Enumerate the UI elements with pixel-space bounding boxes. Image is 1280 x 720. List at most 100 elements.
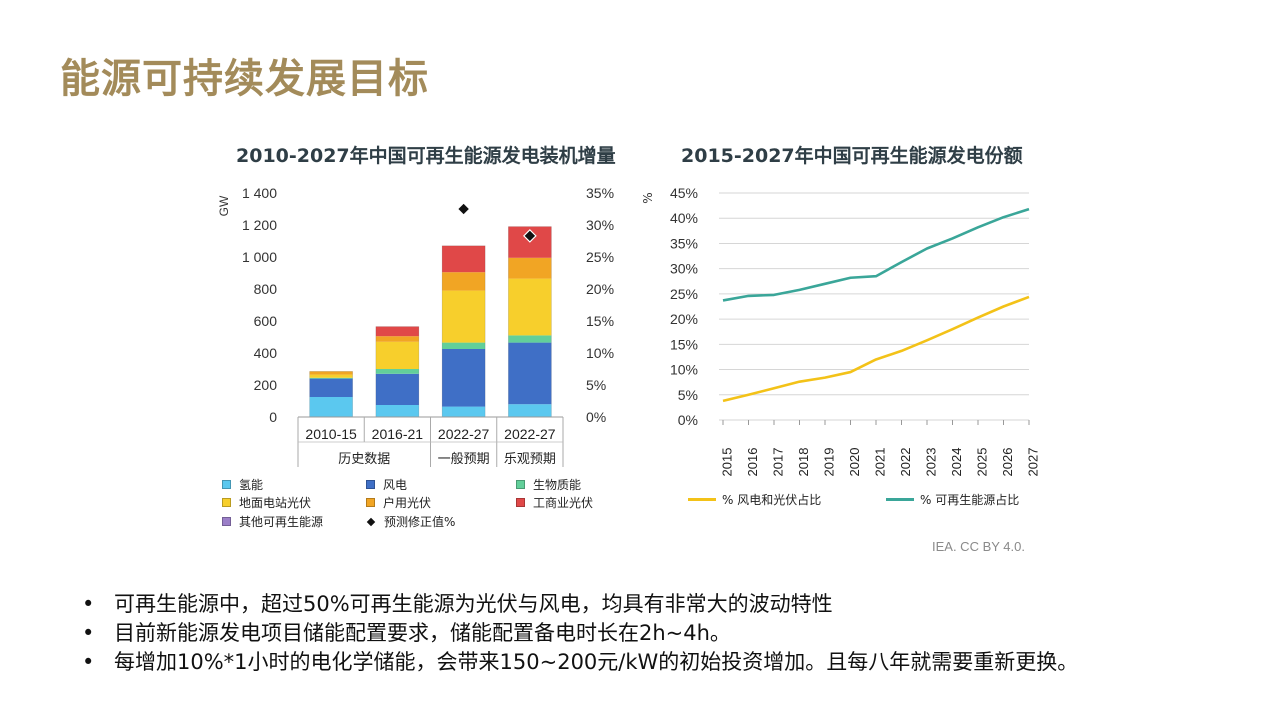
series-line (722, 295, 1030, 403)
x-tick-label: 2022-27 (438, 426, 490, 442)
legend-marker-icon (366, 517, 376, 526)
legend-label: 户用光伏 (383, 496, 432, 510)
x-tick-label: 2016 (745, 448, 760, 476)
bullet-item: 每增加10%*1小时的电化学储能，会带来150~200元/kW的初始投资增加。且… (82, 648, 1078, 677)
legend-item: 生物质能 (516, 476, 581, 493)
bar-segment (442, 406, 486, 417)
page-title: 能源可持续发展目标 (60, 56, 429, 102)
x-tick-label: 2024 (949, 448, 964, 476)
legend-swatch (516, 498, 525, 507)
bar-segment (442, 349, 486, 407)
y-axis-label: % (641, 192, 655, 203)
group-label: 乐观预期 (504, 452, 556, 467)
legend-item: 地面电站光伏 (222, 494, 311, 511)
bar-segment (375, 326, 419, 337)
y-tick-label: 30% (670, 261, 698, 277)
y2-tick-label: 20% (586, 281, 614, 297)
legend-item: 户用光伏 (366, 494, 431, 511)
bar-segment (375, 405, 419, 417)
bullet-list: 可再生能源中，超过50%可再生能源为光伏与风电，均具有非常大的波动特性 目前新能… (82, 590, 1078, 677)
bar-segment (375, 336, 419, 342)
legend-item: 工商业光伏 (516, 494, 593, 511)
y2-tick-label: 30% (586, 217, 614, 233)
forecast-marker (523, 229, 537, 243)
y2-tick-label: 25% (586, 249, 614, 265)
legend-item: % 风电和光伏占比 (688, 491, 821, 508)
bar-segment (442, 290, 486, 343)
legend-item: 其他可再生能源 (222, 513, 323, 530)
bar-chart-title: 2010-2027年中国可再生能源发电装机增量 (236, 145, 616, 167)
bar-segment (442, 245, 486, 273)
legend-item: % 可再生能源占比 (886, 491, 1019, 508)
legend-swatch (222, 498, 231, 507)
bar-segment (309, 371, 353, 375)
y-tick-label: 10% (670, 362, 698, 378)
y-tick-label: 5% (678, 387, 698, 403)
legend-label: 工商业光伏 (533, 496, 594, 510)
group-label: 历史数据 (338, 452, 390, 467)
bar-chart: GW 0 200 400 600 800 1 000 1 200 1 400 0% 5% 10% 15%… (217, 185, 614, 467)
y-tick-label: 0 (269, 409, 277, 425)
y2-tick-label: 35% (586, 185, 614, 201)
bar-segment (508, 342, 552, 405)
y-tick-label: 600 (254, 313, 278, 329)
y-tick-label: 25% (670, 286, 698, 302)
y2-tick-label: 5% (586, 377, 606, 393)
y-tick-label: 0% (678, 412, 698, 428)
bar-segment (375, 373, 419, 405)
legend-line-swatch (886, 498, 914, 501)
y-tick-label: 1 200 (242, 217, 277, 233)
x-tick-label: 2016-21 (372, 426, 424, 442)
line-chart: % 0% 5% 10% 15% 20% 25% 30% 35% 40% 45% 2015 2016 201… (641, 185, 1040, 476)
y-tick-label: 15% (670, 336, 698, 352)
series-line (722, 207, 1030, 302)
legend-label: 风电 (383, 478, 408, 492)
legend-label: 预测修正值% (384, 515, 456, 529)
y-tick-label: 1 400 (242, 185, 277, 201)
y-axis-label: GW (217, 195, 231, 216)
legend-swatch (516, 480, 525, 489)
x-tick-label: 2020 (847, 448, 862, 476)
bar-segment (375, 369, 419, 374)
legend-label: 地面电站光伏 (239, 496, 312, 510)
bar-segment (309, 374, 353, 378)
x-tick-label: 2018 (796, 448, 811, 476)
x-tick-label: 2019 (821, 448, 836, 476)
legend-line-swatch (688, 498, 716, 501)
bar-segment (508, 404, 552, 417)
legend-swatch (366, 498, 375, 507)
line-chart-title: 2015-2027年中国可再生能源发电份额 (681, 145, 1023, 167)
legend-item: 风电 (366, 476, 407, 493)
x-tick-label: 2015 (719, 448, 734, 476)
y-tick-label: 400 (254, 345, 278, 361)
legend-label: 氢能 (239, 478, 264, 492)
y2-tick-label: 10% (586, 345, 614, 361)
bar-segment (309, 377, 353, 379)
x-tick-label: 2022 (898, 448, 913, 476)
bar-segment (375, 341, 419, 369)
x-tick-label: 2027 (1025, 448, 1040, 476)
bar-segment (508, 335, 552, 343)
y-tick-label: 20% (670, 311, 698, 327)
forecast-marker (456, 202, 471, 216)
bar-segment (508, 257, 552, 279)
legend-item: 预测修正值% (366, 513, 455, 530)
legend-label: % 可再生能源占比 (920, 493, 1020, 507)
x-tick-label: 2021 (872, 448, 887, 476)
y-tick-label: 45% (670, 185, 698, 201)
bar-segment (508, 278, 552, 336)
y-tick-label: 200 (254, 377, 278, 393)
bar-segment (442, 342, 486, 349)
legend-label: 其他可再生能源 (239, 515, 324, 529)
bar-segment (309, 378, 353, 397)
bullet-item: 目前新能源发电项目储能配置要求，储能配置备电时长在2h~4h。 (82, 619, 1078, 648)
x-tick-label: 2026 (1000, 448, 1015, 476)
legend-item: 氢能 (222, 476, 263, 493)
y2-tick-label: 15% (586, 313, 614, 329)
y-tick-label: 1 000 (242, 249, 277, 265)
legend-label: % 风电和光伏占比 (722, 493, 822, 507)
legend-swatch (222, 517, 231, 526)
x-tick-label: 2010-15 (305, 426, 357, 442)
y-tick-label: 35% (670, 235, 698, 251)
legend-swatch (222, 480, 231, 489)
